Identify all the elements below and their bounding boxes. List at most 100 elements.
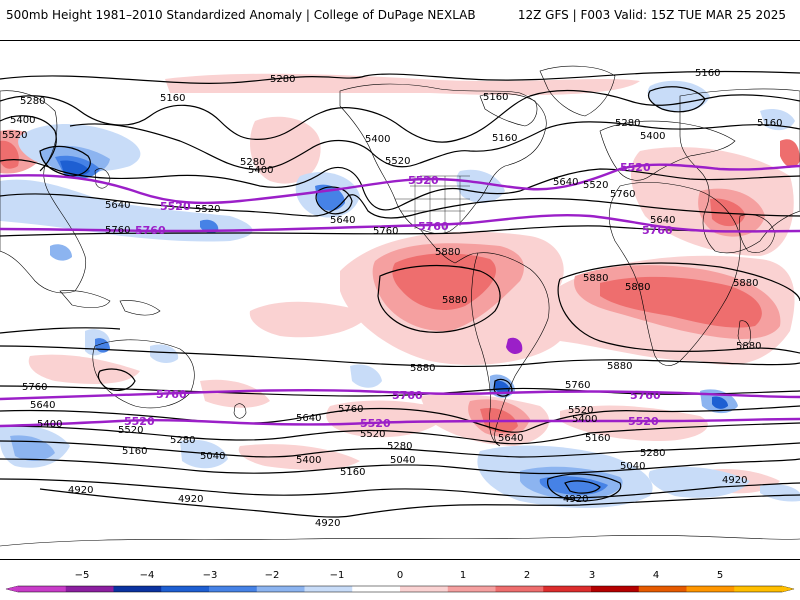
- colorbar-swatch: [304, 586, 353, 592]
- colorbar-min-arrow: [6, 586, 18, 592]
- colorbar-swatch: [352, 586, 401, 592]
- contour-label: 5040: [200, 451, 225, 462]
- contour-label: 5280: [270, 74, 295, 85]
- colorbar-swatch: [734, 586, 783, 592]
- contour-label: 5880: [733, 278, 758, 289]
- contour-label: 5400: [365, 134, 390, 145]
- contour-label: 5160: [492, 133, 517, 144]
- contour-label: 5520: [2, 130, 27, 141]
- run-info: 12Z GFS | F003 Valid: 15Z TUE MAR 25 202…: [517, 8, 786, 22]
- contour-label: 5640: [498, 433, 523, 444]
- contour-label: 5640: [553, 177, 578, 188]
- positive-anomaly-fill: [0, 73, 800, 494]
- contour-label: 5160: [695, 68, 720, 79]
- contour-label: 5520: [385, 156, 410, 167]
- contour-label-highlight: 5760: [392, 389, 423, 402]
- colorbar-label: −3: [202, 570, 218, 581]
- contour-label: 5400: [296, 455, 321, 466]
- contour-label-highlight: 5760: [156, 388, 187, 401]
- colorbar-swatch: [447, 586, 496, 592]
- contour-label-highlight: 5520: [620, 161, 651, 174]
- contour-label: 4920: [722, 475, 747, 486]
- colorbar-swatch: [495, 586, 544, 592]
- contour-label: 5640: [105, 200, 130, 211]
- contour-label: 5160: [340, 467, 365, 478]
- colorbar-swatch: [256, 586, 305, 592]
- contour-label: 4920: [315, 518, 340, 529]
- contour-label-highlight: 5760: [642, 224, 673, 237]
- colorbar-swatch: [113, 586, 162, 592]
- colorbar-swatch: [400, 586, 449, 592]
- colorbar-swatch: [209, 586, 258, 592]
- colorbar-swatch: [591, 586, 640, 592]
- contour-label: 5160: [483, 92, 508, 103]
- contour-label: 5520: [360, 429, 385, 440]
- contour-label: 5520: [568, 405, 593, 416]
- colorbar-swatch: [65, 586, 114, 592]
- contour-label-highlight: 5520: [160, 200, 191, 213]
- contour-label: 4920: [563, 494, 588, 505]
- contour-label: 4920: [68, 485, 93, 496]
- height-labels: 5280 5160 5280 5400 5520 5400 5280 5400 …: [2, 68, 782, 529]
- coastlines: [0, 65, 800, 547]
- map-title: 500mb Height 1981–2010 Standardized Anom…: [6, 8, 476, 22]
- contour-label: 5280: [240, 157, 265, 168]
- colorbar-label: 2: [523, 570, 531, 581]
- contour-label: 5760: [610, 189, 635, 200]
- contour-label: 5640: [650, 215, 675, 226]
- contour-label: 5160: [585, 433, 610, 444]
- contour-label: 5880: [442, 295, 467, 306]
- contour-label: 5880: [736, 341, 761, 352]
- contour-label: 5280: [640, 448, 665, 459]
- contour-label: 5160: [122, 446, 147, 457]
- colorbar-label: −4: [139, 570, 155, 581]
- contour-label: 5400: [640, 131, 665, 142]
- strong-anomaly-spot: [506, 337, 523, 354]
- contour-label: 5760: [105, 225, 130, 236]
- contour-label: 5760: [22, 382, 47, 393]
- contour-label: 5640: [296, 413, 321, 424]
- contour-label: 5040: [620, 461, 645, 472]
- colorbar-label: −2: [264, 570, 280, 581]
- colorbar-swatch: [18, 586, 67, 592]
- colorbar: −5 −4 −3 −2 −1 0 1 2 3 4 5: [0, 570, 800, 600]
- colorbar-label: 3: [588, 570, 596, 581]
- contour-label: 5040: [390, 455, 415, 466]
- contour-label-highlight: 5520: [628, 415, 659, 428]
- contour-label: 5640: [330, 215, 355, 226]
- contour-label: 5160: [757, 118, 782, 129]
- contour-label: 5160: [160, 93, 185, 104]
- contour-label-highlight: 5760: [135, 224, 166, 237]
- contour-label: 4920: [178, 494, 203, 505]
- contour-label: 5400: [10, 115, 35, 126]
- contour-label: 5520: [583, 180, 608, 191]
- highlight-contours: [0, 163, 800, 428]
- colorbar-label: 4: [652, 570, 660, 581]
- contour-label: 5280: [20, 96, 45, 107]
- anomaly-map: 5280 5160 5280 5400 5520 5400 5280 5400 …: [0, 40, 800, 560]
- contour-label-highlight: 5520: [124, 415, 155, 428]
- contour-label: 5400: [37, 419, 62, 430]
- colorbar-swatch: [161, 586, 210, 592]
- contour-label: 5280: [387, 441, 412, 452]
- contour-label: 5400: [248, 165, 273, 176]
- contour-label-highlight: 5520: [360, 417, 391, 430]
- contour-label: 5280: [615, 118, 640, 129]
- contour-label-highlight: 5760: [418, 220, 449, 233]
- colorbar-max-arrow: [782, 586, 794, 592]
- colorbar-swatch: [686, 586, 735, 592]
- colorbar-swatch: [543, 586, 592, 592]
- colorbar-label: 1: [459, 570, 467, 581]
- colorbar-label: 0: [396, 570, 404, 581]
- contour-label-highlight: 5760: [630, 389, 661, 402]
- contour-label: 5880: [435, 247, 460, 258]
- contour-label: 5520: [195, 204, 220, 215]
- colorbar-label: 5: [716, 570, 724, 581]
- contour-label: 5880: [583, 273, 608, 284]
- contour-label: 5640: [30, 400, 55, 411]
- colorbar-label: −5: [74, 570, 90, 581]
- contour-label: 5760: [338, 404, 363, 415]
- colorbar-label: −1: [329, 570, 345, 581]
- contour-label: 5400: [572, 414, 597, 425]
- contour-label: 5520: [118, 425, 143, 436]
